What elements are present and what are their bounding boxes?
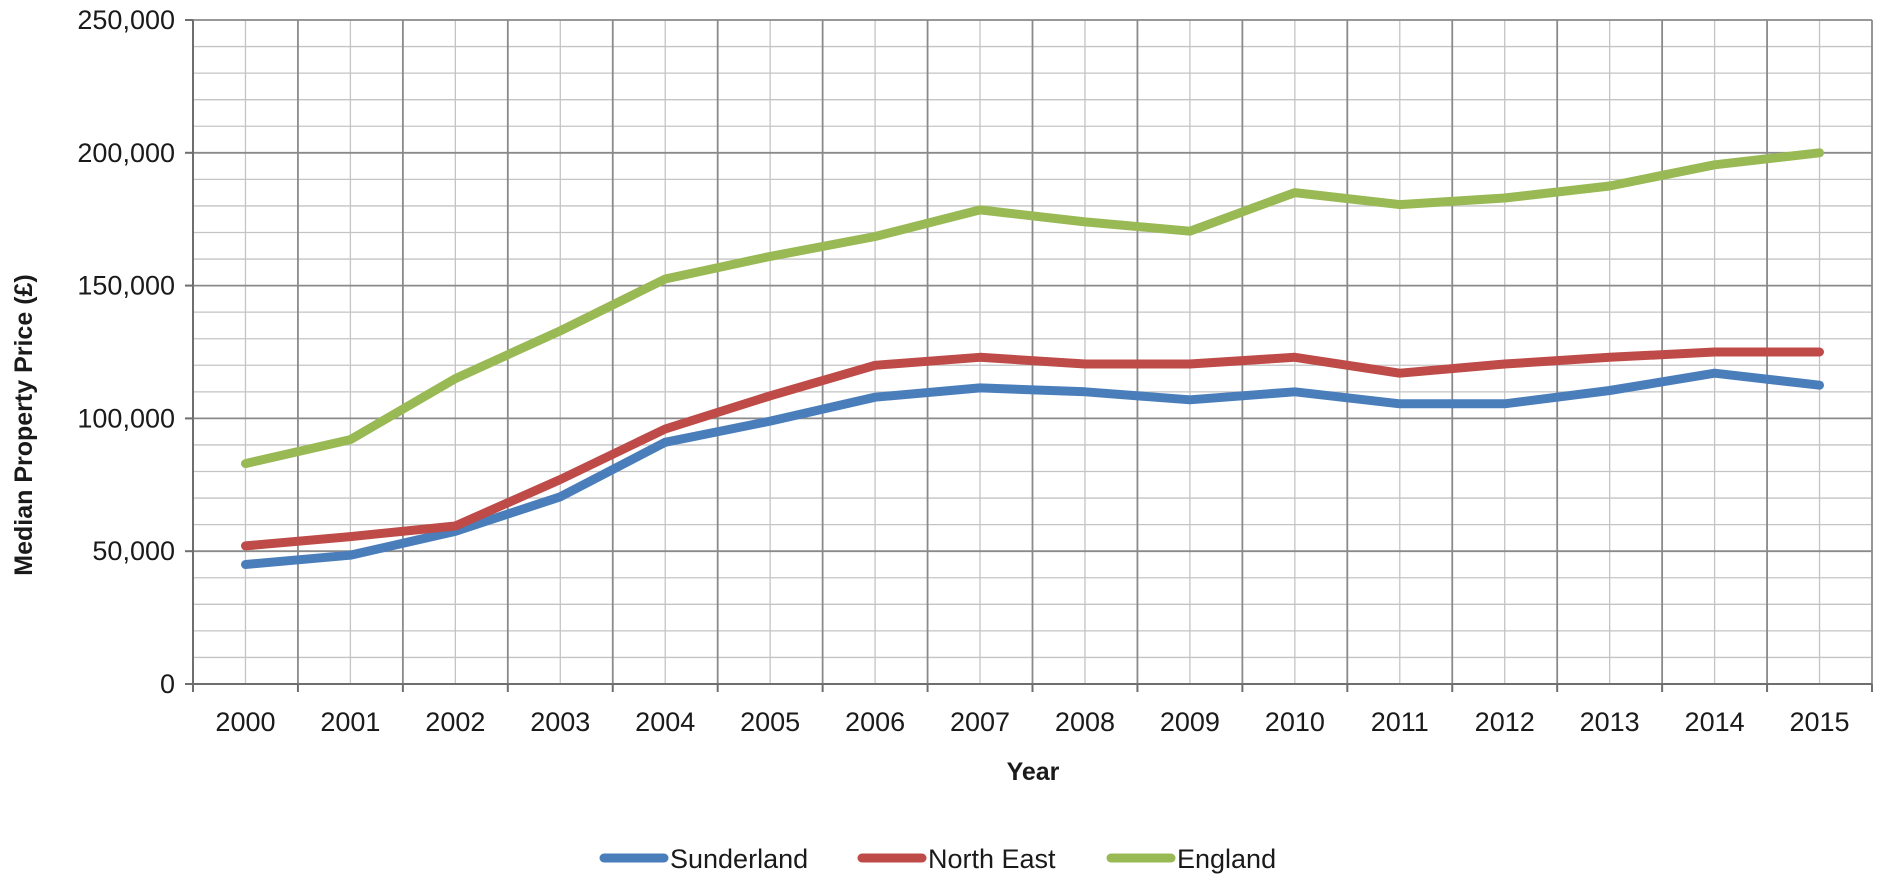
x-tick-label: 2006 [845, 707, 905, 737]
series-lines [241, 148, 1824, 569]
x-tick-label: 2008 [1055, 707, 1115, 737]
x-tick-label: 2010 [1265, 707, 1325, 737]
x-tick-label: 2005 [740, 707, 800, 737]
y-axis-tick-labels: 0 50,000 100,000 150,000 200,000 250,000 [77, 5, 175, 699]
x-tick-label: 2001 [320, 707, 380, 737]
x-tick-label: 2002 [425, 707, 485, 737]
x-tick-label: 2000 [215, 707, 275, 737]
x-axis-tick-labels: 2000 2001 2002 2003 2004 2005 2006 2007 2008 2009… [215, 707, 1849, 737]
legend-label-north-east: North East [928, 844, 1056, 874]
y-tick-label: 50,000 [92, 536, 175, 566]
major-gridlines [193, 19, 1873, 684]
x-tick-label: 2012 [1475, 707, 1535, 737]
y-tick-label: 100,000 [77, 403, 175, 433]
y-tick-label: 200,000 [77, 138, 175, 168]
x-tick-label: 2003 [530, 707, 590, 737]
legend-label-sunderland: Sunderland [670, 844, 808, 874]
series-line-sunderland [241, 368, 1824, 569]
x-axis-title: Year [1007, 758, 1060, 786]
axes [185, 19, 1873, 692]
legend-label-england: England [1177, 844, 1276, 874]
y-tick-label: 0 [160, 669, 175, 699]
y-tick-label: 250,000 [77, 5, 175, 35]
x-tick-label: 2015 [1789, 707, 1849, 737]
series-line-england [241, 148, 1824, 469]
x-tick-label: 2014 [1685, 707, 1745, 737]
x-tick-label: 2007 [950, 707, 1010, 737]
y-tick-label: 150,000 [77, 271, 175, 301]
x-tick-label: 2013 [1580, 707, 1640, 737]
series-line-north-east [241, 347, 1824, 551]
x-tick-label: 2004 [635, 707, 695, 737]
x-tick-label: 2011 [1371, 707, 1429, 737]
legend: Sunderland North East England [599, 844, 1276, 874]
x-tick-label: 2009 [1160, 707, 1220, 737]
y-axis-title: Median Property Price (£) [10, 274, 38, 575]
